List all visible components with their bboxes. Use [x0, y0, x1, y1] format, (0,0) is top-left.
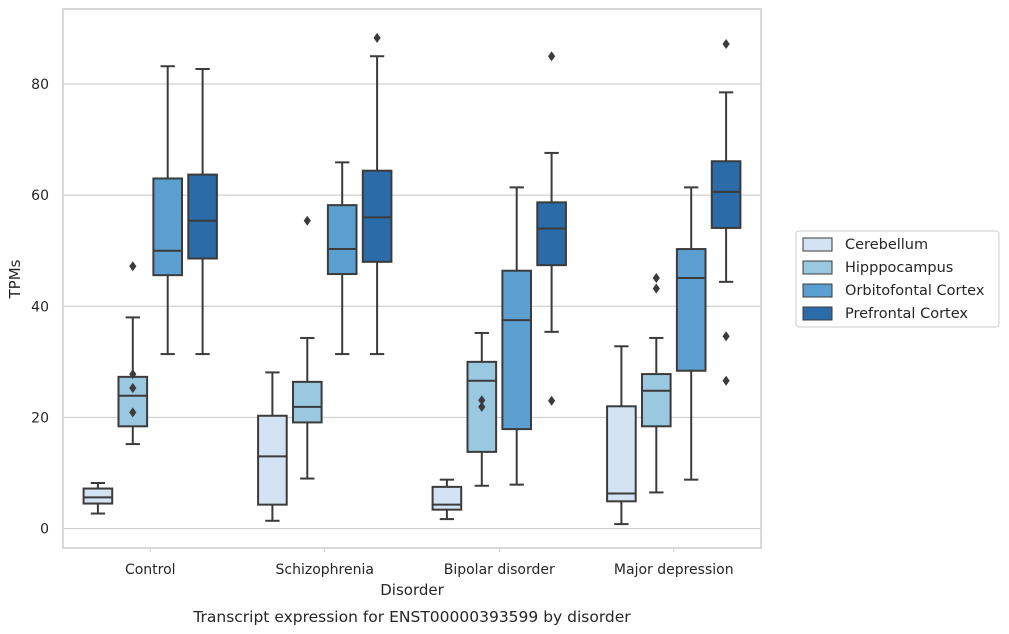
box-plot [466, 331, 498, 487]
box-plot [117, 261, 149, 446]
chart-caption: Transcript expression for ENST0000039359… [192, 608, 631, 626]
outlier-point [478, 401, 486, 412]
legend-entry: Cerebellum [845, 237, 928, 253]
y-tick-label: 60 [31, 188, 49, 204]
legend-entry: Hipppocampus [845, 260, 953, 276]
legend-entry: Orbitofontal Cortex [845, 283, 985, 299]
legend-swatch [802, 260, 833, 275]
outlier-point [478, 395, 486, 406]
legend: Cerebellum Hipppocampus Orbitofontal Corte… [795, 230, 1000, 328]
y-axis-title: TPMs [6, 259, 24, 299]
outlier-point [722, 375, 730, 386]
box-plot [82, 481, 114, 515]
legend-entry: Prefrontal Cortex [845, 306, 968, 322]
box [710, 160, 742, 229]
outlier-point [548, 395, 556, 406]
outlier-point [652, 283, 660, 294]
legend-frame [795, 230, 1000, 328]
legend-swatch [802, 237, 833, 252]
outlier-point [373, 32, 381, 43]
outlier-point [129, 407, 137, 418]
box [640, 373, 672, 428]
box-plot [640, 272, 672, 494]
outlier-point [129, 261, 137, 272]
plot-area [63, 9, 761, 548]
y-tick-label: 80 [31, 77, 49, 93]
box-plot [606, 345, 637, 526]
x-tick-label: Schizophrenia [276, 562, 374, 578]
x-tick-label: Bipolar disorder [444, 562, 555, 578]
box-plot [257, 371, 288, 522]
legend-swatch [802, 283, 833, 298]
box-plot [291, 215, 323, 480]
box [536, 201, 567, 267]
outlier-point [722, 331, 730, 342]
x-tick-label: Major depression [614, 562, 734, 578]
outlier-point [129, 382, 137, 393]
box-plot [501, 186, 533, 486]
box-plot [710, 39, 742, 386]
box [361, 169, 393, 263]
box [291, 380, 323, 424]
box [257, 414, 288, 506]
box-plot [536, 51, 567, 406]
legend-swatch [802, 306, 833, 321]
box [501, 269, 533, 431]
outlier-point [652, 272, 660, 283]
box-plots [82, 32, 742, 526]
box [187, 173, 218, 260]
box-plot [326, 161, 358, 356]
outlier-point [129, 369, 137, 380]
box-plot [187, 68, 218, 356]
plot-frame [62, 8, 762, 549]
y-tick-label: 20 [31, 410, 49, 426]
box [606, 405, 637, 503]
box-plot [361, 32, 393, 356]
outlier-point [722, 39, 730, 50]
y-tick-label: 40 [31, 299, 49, 315]
box [152, 177, 184, 277]
y-tick-labels: 0 20 40 60 80 [31, 77, 49, 538]
box [431, 485, 463, 511]
outlier-point [548, 51, 556, 62]
x-tick-label: Control [125, 562, 176, 578]
box-plot [431, 478, 463, 521]
outlier-point [303, 215, 311, 226]
box-plot [152, 65, 184, 356]
y-tick-label: 0 [40, 522, 49, 538]
box [326, 204, 358, 276]
x-tick-labels: Control Schizophrenia Bipolar disorder Majo… [125, 548, 734, 578]
box [675, 248, 707, 372]
x-axis-title: Disorder [380, 581, 444, 599]
box-plot [675, 186, 707, 481]
box [82, 487, 114, 505]
